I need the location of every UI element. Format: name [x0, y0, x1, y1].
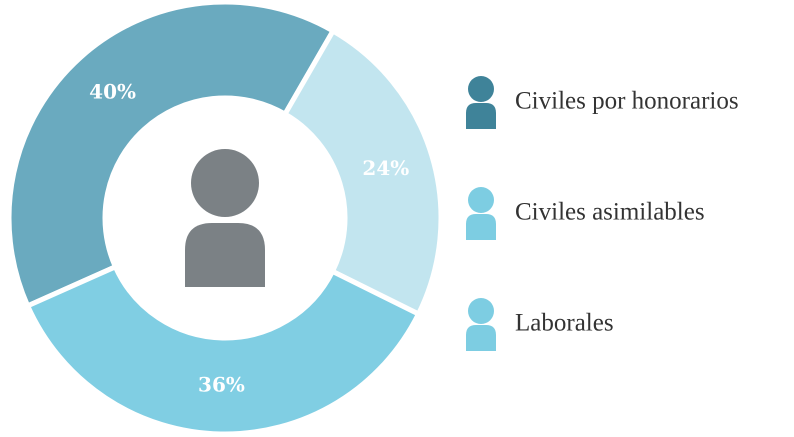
legend-item: Civiles asimilables [466, 187, 705, 240]
center-icon [185, 149, 265, 287]
legend-icon-body [466, 325, 496, 351]
donut-segment [281, 27, 444, 318]
legend-icon-head [468, 76, 494, 102]
legend-item: Laborales [466, 298, 614, 351]
legend-icon-head [468, 187, 494, 213]
value-label: 36% [198, 372, 245, 396]
legend-icon-head [468, 298, 494, 324]
donut-segment [24, 263, 422, 437]
legend-icon-body [466, 214, 496, 240]
legend-label: Laborales [515, 310, 614, 337]
value-label: 40% [89, 80, 136, 104]
legend-icon-body [466, 103, 496, 129]
legend-label: Civiles asimilables [515, 199, 705, 226]
icon-head [191, 149, 259, 217]
value-label: 24% [362, 156, 409, 180]
icon-body [185, 223, 265, 287]
legend-label: Civiles por honorarios [515, 88, 739, 115]
legend-item: Civiles por honorarios [466, 76, 739, 129]
donut-segment [6, 0, 337, 310]
